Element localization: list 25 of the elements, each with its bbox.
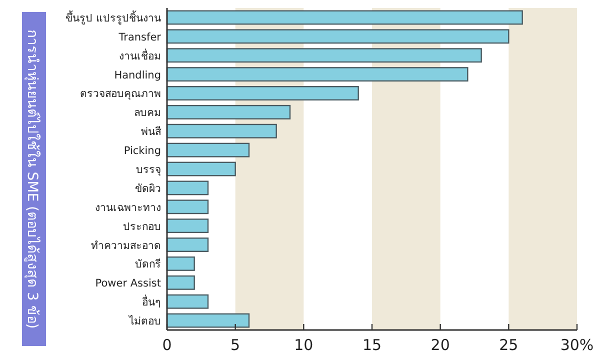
- y-tick-label: อื่นๆ: [142, 294, 161, 309]
- y-tick-label: ขัดผิว: [135, 182, 161, 195]
- y-tick-label: ลบคม: [134, 107, 161, 120]
- y-tick-label: ตรวจสอบคุณภาพ: [80, 88, 161, 100]
- y-tick-label: บรรจุ: [136, 164, 161, 176]
- y-tick-label: งานเชื่อม: [119, 48, 161, 62]
- y-tick-label: ทำความสะอาด: [91, 240, 161, 252]
- x-tick-label: 30%: [560, 336, 594, 354]
- y-tick-label: ไม่ตอบ: [128, 314, 161, 328]
- y-tick-label: Handling: [114, 69, 161, 82]
- y-tick-label: พ่นสี: [141, 125, 162, 138]
- x-tick-label: 15: [362, 336, 382, 354]
- y-tick-label: Transfer: [118, 31, 162, 44]
- title: การนำหุ่นยนต์ไปใช้ใน SME (ตอบได้สูงสุด 3 ข้อ): [22, 12, 46, 346]
- y-tick-label: ประกอบ: [123, 220, 161, 233]
- x-tick-label: 25: [499, 336, 518, 354]
- y-tick-label: บัดกรี: [135, 258, 161, 271]
- y-tick-label: งานเฉพาะทาง: [95, 202, 161, 214]
- x-tick-label: 0: [162, 336, 172, 354]
- y-tick-label: ขึ้นรูป แปรรูปชิ้นงาน: [66, 10, 161, 24]
- x-tick-label: 10: [294, 336, 314, 354]
- x-tick-label: 20: [430, 336, 450, 354]
- x-tick-label: 5: [230, 336, 240, 354]
- y-tick-label: Power Assist: [95, 278, 161, 290]
- y-tick-label: Picking: [124, 145, 161, 158]
